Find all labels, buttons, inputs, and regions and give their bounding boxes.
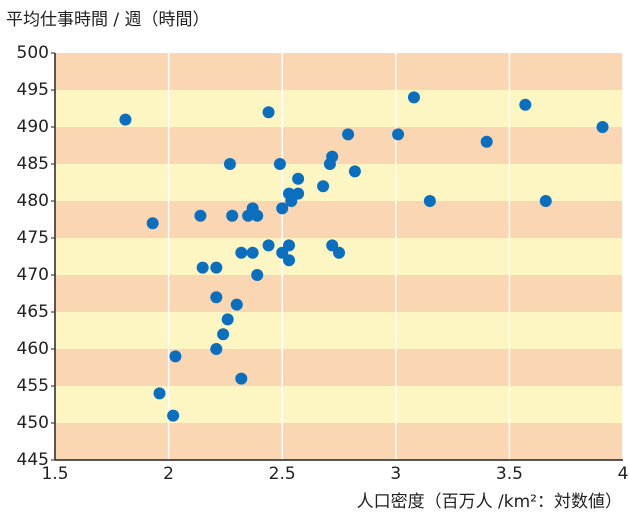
y-tick-label: 465 xyxy=(17,302,49,322)
x-tick-label: 4 xyxy=(618,464,629,484)
point xyxy=(596,121,609,133)
band xyxy=(55,349,623,386)
point xyxy=(348,165,361,178)
point xyxy=(283,254,296,267)
point xyxy=(169,350,182,363)
point xyxy=(519,98,532,111)
y-tick-label: 490 xyxy=(17,117,49,137)
x-axis-label: 人口密度（百万人 /km²：対数値） xyxy=(357,492,622,512)
y-tick-label: 485 xyxy=(17,154,49,174)
point xyxy=(153,387,166,400)
point xyxy=(251,269,264,281)
point xyxy=(242,209,255,222)
chart-title: 平均仕事時間 / 週（時間） xyxy=(6,10,210,30)
point xyxy=(276,202,289,215)
point xyxy=(210,261,223,274)
point xyxy=(196,261,209,274)
point xyxy=(407,91,420,104)
point xyxy=(423,195,436,207)
point xyxy=(235,372,248,385)
y-tick-label: 495 xyxy=(17,80,49,100)
point xyxy=(317,180,330,193)
band xyxy=(55,164,623,201)
point xyxy=(251,209,264,222)
y-tick-label: 500 xyxy=(17,43,49,63)
band xyxy=(55,201,623,238)
point xyxy=(273,158,286,170)
point xyxy=(146,217,159,230)
band xyxy=(55,275,623,312)
point xyxy=(262,239,275,252)
point xyxy=(292,172,305,185)
point xyxy=(262,106,275,119)
point xyxy=(226,209,239,222)
point xyxy=(119,113,132,126)
band xyxy=(55,423,623,460)
point xyxy=(223,158,236,170)
point xyxy=(480,135,493,148)
point xyxy=(210,343,223,355)
point xyxy=(194,209,207,222)
point xyxy=(167,409,180,422)
band xyxy=(55,127,623,164)
point xyxy=(230,298,243,311)
band xyxy=(55,386,623,423)
y-tick-label: 460 xyxy=(17,339,49,359)
y-tick-label: 470 xyxy=(17,265,49,285)
point xyxy=(217,328,230,341)
point xyxy=(539,195,552,207)
band xyxy=(55,312,623,349)
point xyxy=(285,195,298,207)
band xyxy=(55,90,623,127)
point xyxy=(235,246,248,259)
point xyxy=(342,128,355,141)
x-tick-label: 2.5 xyxy=(269,464,296,484)
y-tick-label: 475 xyxy=(17,228,49,248)
x-tick-label: 3.5 xyxy=(496,464,523,484)
y-tick-label: 480 xyxy=(17,191,49,211)
x-tick-label: 3 xyxy=(390,464,401,484)
point xyxy=(221,313,234,326)
band xyxy=(55,53,623,90)
x-tick-label: 2 xyxy=(163,464,174,484)
x-tick-label: 1.5 xyxy=(41,464,68,484)
point xyxy=(333,246,345,259)
y-tick-label: 455 xyxy=(17,376,49,396)
point xyxy=(246,246,259,259)
point xyxy=(323,158,336,170)
point xyxy=(392,128,405,141)
point xyxy=(210,291,223,304)
y-tick-label: 445 xyxy=(17,450,49,470)
y-tick-label: 450 xyxy=(17,413,49,433)
